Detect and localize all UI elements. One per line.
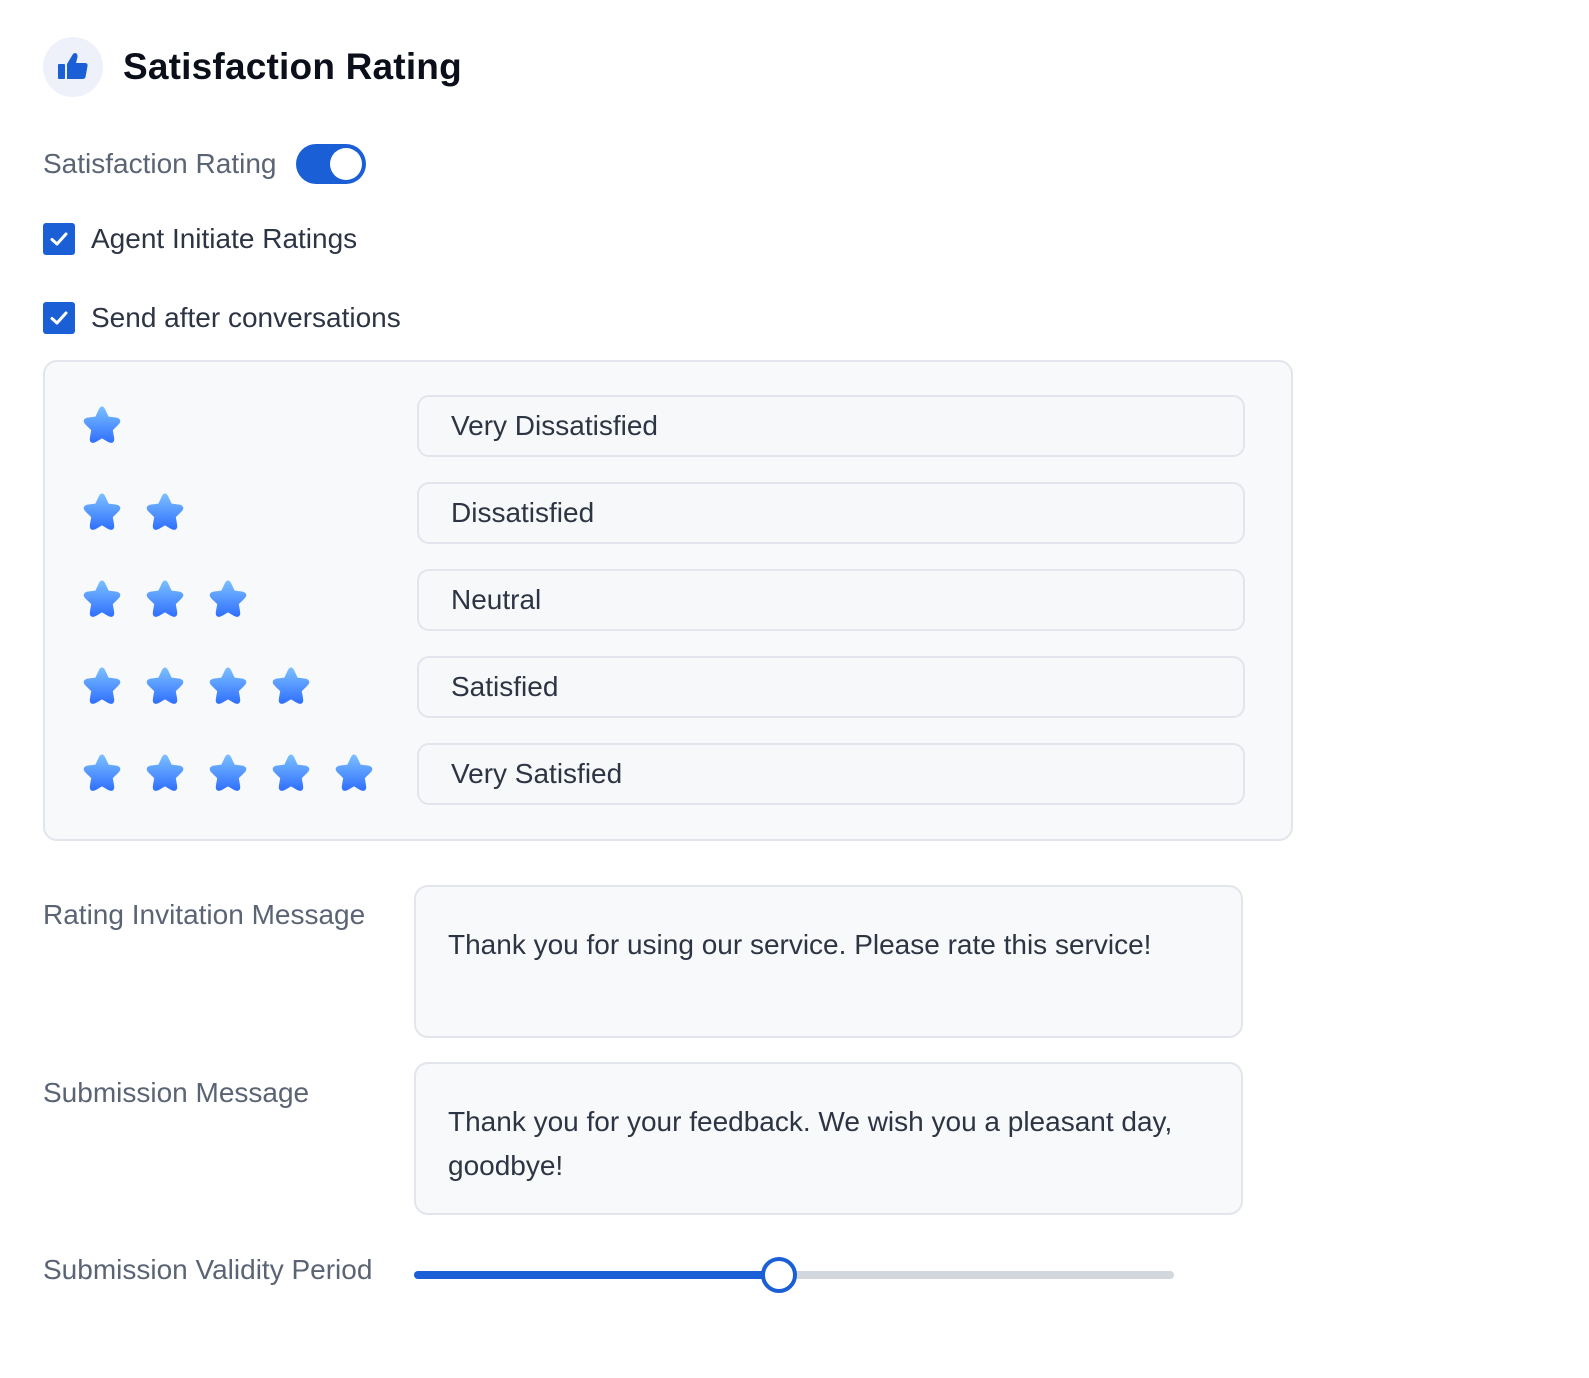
validity-period-slider[interactable] (414, 1255, 1174, 1295)
star-group-4 (79, 656, 331, 718)
agent-initiate-label: Agent Initiate Ratings (91, 223, 358, 254)
star-icon (83, 406, 121, 443)
star-icon (146, 493, 184, 530)
send-after-option[interactable]: Send after conversations (43, 301, 401, 335)
star-icon (146, 580, 184, 617)
star-icon (209, 754, 247, 791)
star-icon (146, 754, 184, 791)
checkmark-icon (50, 232, 68, 246)
star-icon (272, 754, 310, 791)
rating-label-input-3[interactable]: Neutral (417, 569, 1245, 631)
send-after-checkbox[interactable] (43, 302, 75, 334)
rating-label-input-1[interactable]: Very Dissatisfied (417, 395, 1245, 457)
checkmark-icon (50, 311, 68, 325)
star-group-5 (79, 743, 394, 805)
section-header: Satisfaction Rating (43, 37, 462, 97)
satisfaction-rating-toggle-row: Satisfaction Rating (43, 143, 367, 185)
agent-initiate-option[interactable]: Agent Initiate Ratings (43, 222, 357, 256)
star-icon (209, 580, 247, 617)
page-title: Satisfaction Rating (123, 46, 462, 87)
submission-message-label: Submission Message (43, 1077, 310, 1108)
invitation-message-textarea[interactable]: Thank you for using our service. Please … (414, 885, 1243, 1038)
star-icon (83, 580, 121, 617)
star-icon (272, 667, 310, 704)
validity-period-label: Submission Validity Period (43, 1254, 373, 1285)
star-icon (146, 667, 184, 704)
toggle-knob (330, 148, 363, 180)
satisfaction-rating-toggle[interactable] (296, 144, 367, 184)
star-icon (83, 754, 121, 791)
rating-row-1: Very Dissatisfied (45, 395, 1291, 457)
star-icon (83, 493, 121, 530)
invitation-message-label: Rating Invitation Message (43, 899, 366, 930)
star-icon (209, 667, 247, 704)
star-group-1 (79, 395, 142, 457)
slider-thumb[interactable] (760, 1257, 797, 1293)
star-group-3 (79, 569, 268, 631)
submission-message-textarea[interactable]: Thank you for your feedback. We wish you… (414, 1062, 1243, 1215)
agent-initiate-checkbox[interactable] (43, 223, 75, 255)
rating-label-input-2[interactable]: Dissatisfied (417, 482, 1245, 544)
rating-label-input-5[interactable]: Very Satisfied (417, 743, 1245, 805)
rating-row-5: Very Satisfied (45, 743, 1291, 805)
star-icon (335, 754, 373, 791)
rating-label-input-4[interactable]: Satisfied (417, 656, 1245, 718)
thumbs-up-icon (43, 37, 103, 97)
rating-row-4: Satisfied (45, 656, 1291, 718)
star-group-2 (79, 482, 205, 544)
send-after-label: Send after conversations (91, 302, 401, 333)
rating-row-3: Neutral (45, 569, 1291, 631)
rating-levels-panel: Very Dissatisfied Dissatisfied Neutral S… (43, 360, 1293, 841)
star-icon (83, 667, 121, 704)
slider-fill (414, 1271, 779, 1279)
rating-row-2: Dissatisfied (45, 482, 1291, 544)
toggle-label: Satisfaction Rating (43, 148, 277, 179)
